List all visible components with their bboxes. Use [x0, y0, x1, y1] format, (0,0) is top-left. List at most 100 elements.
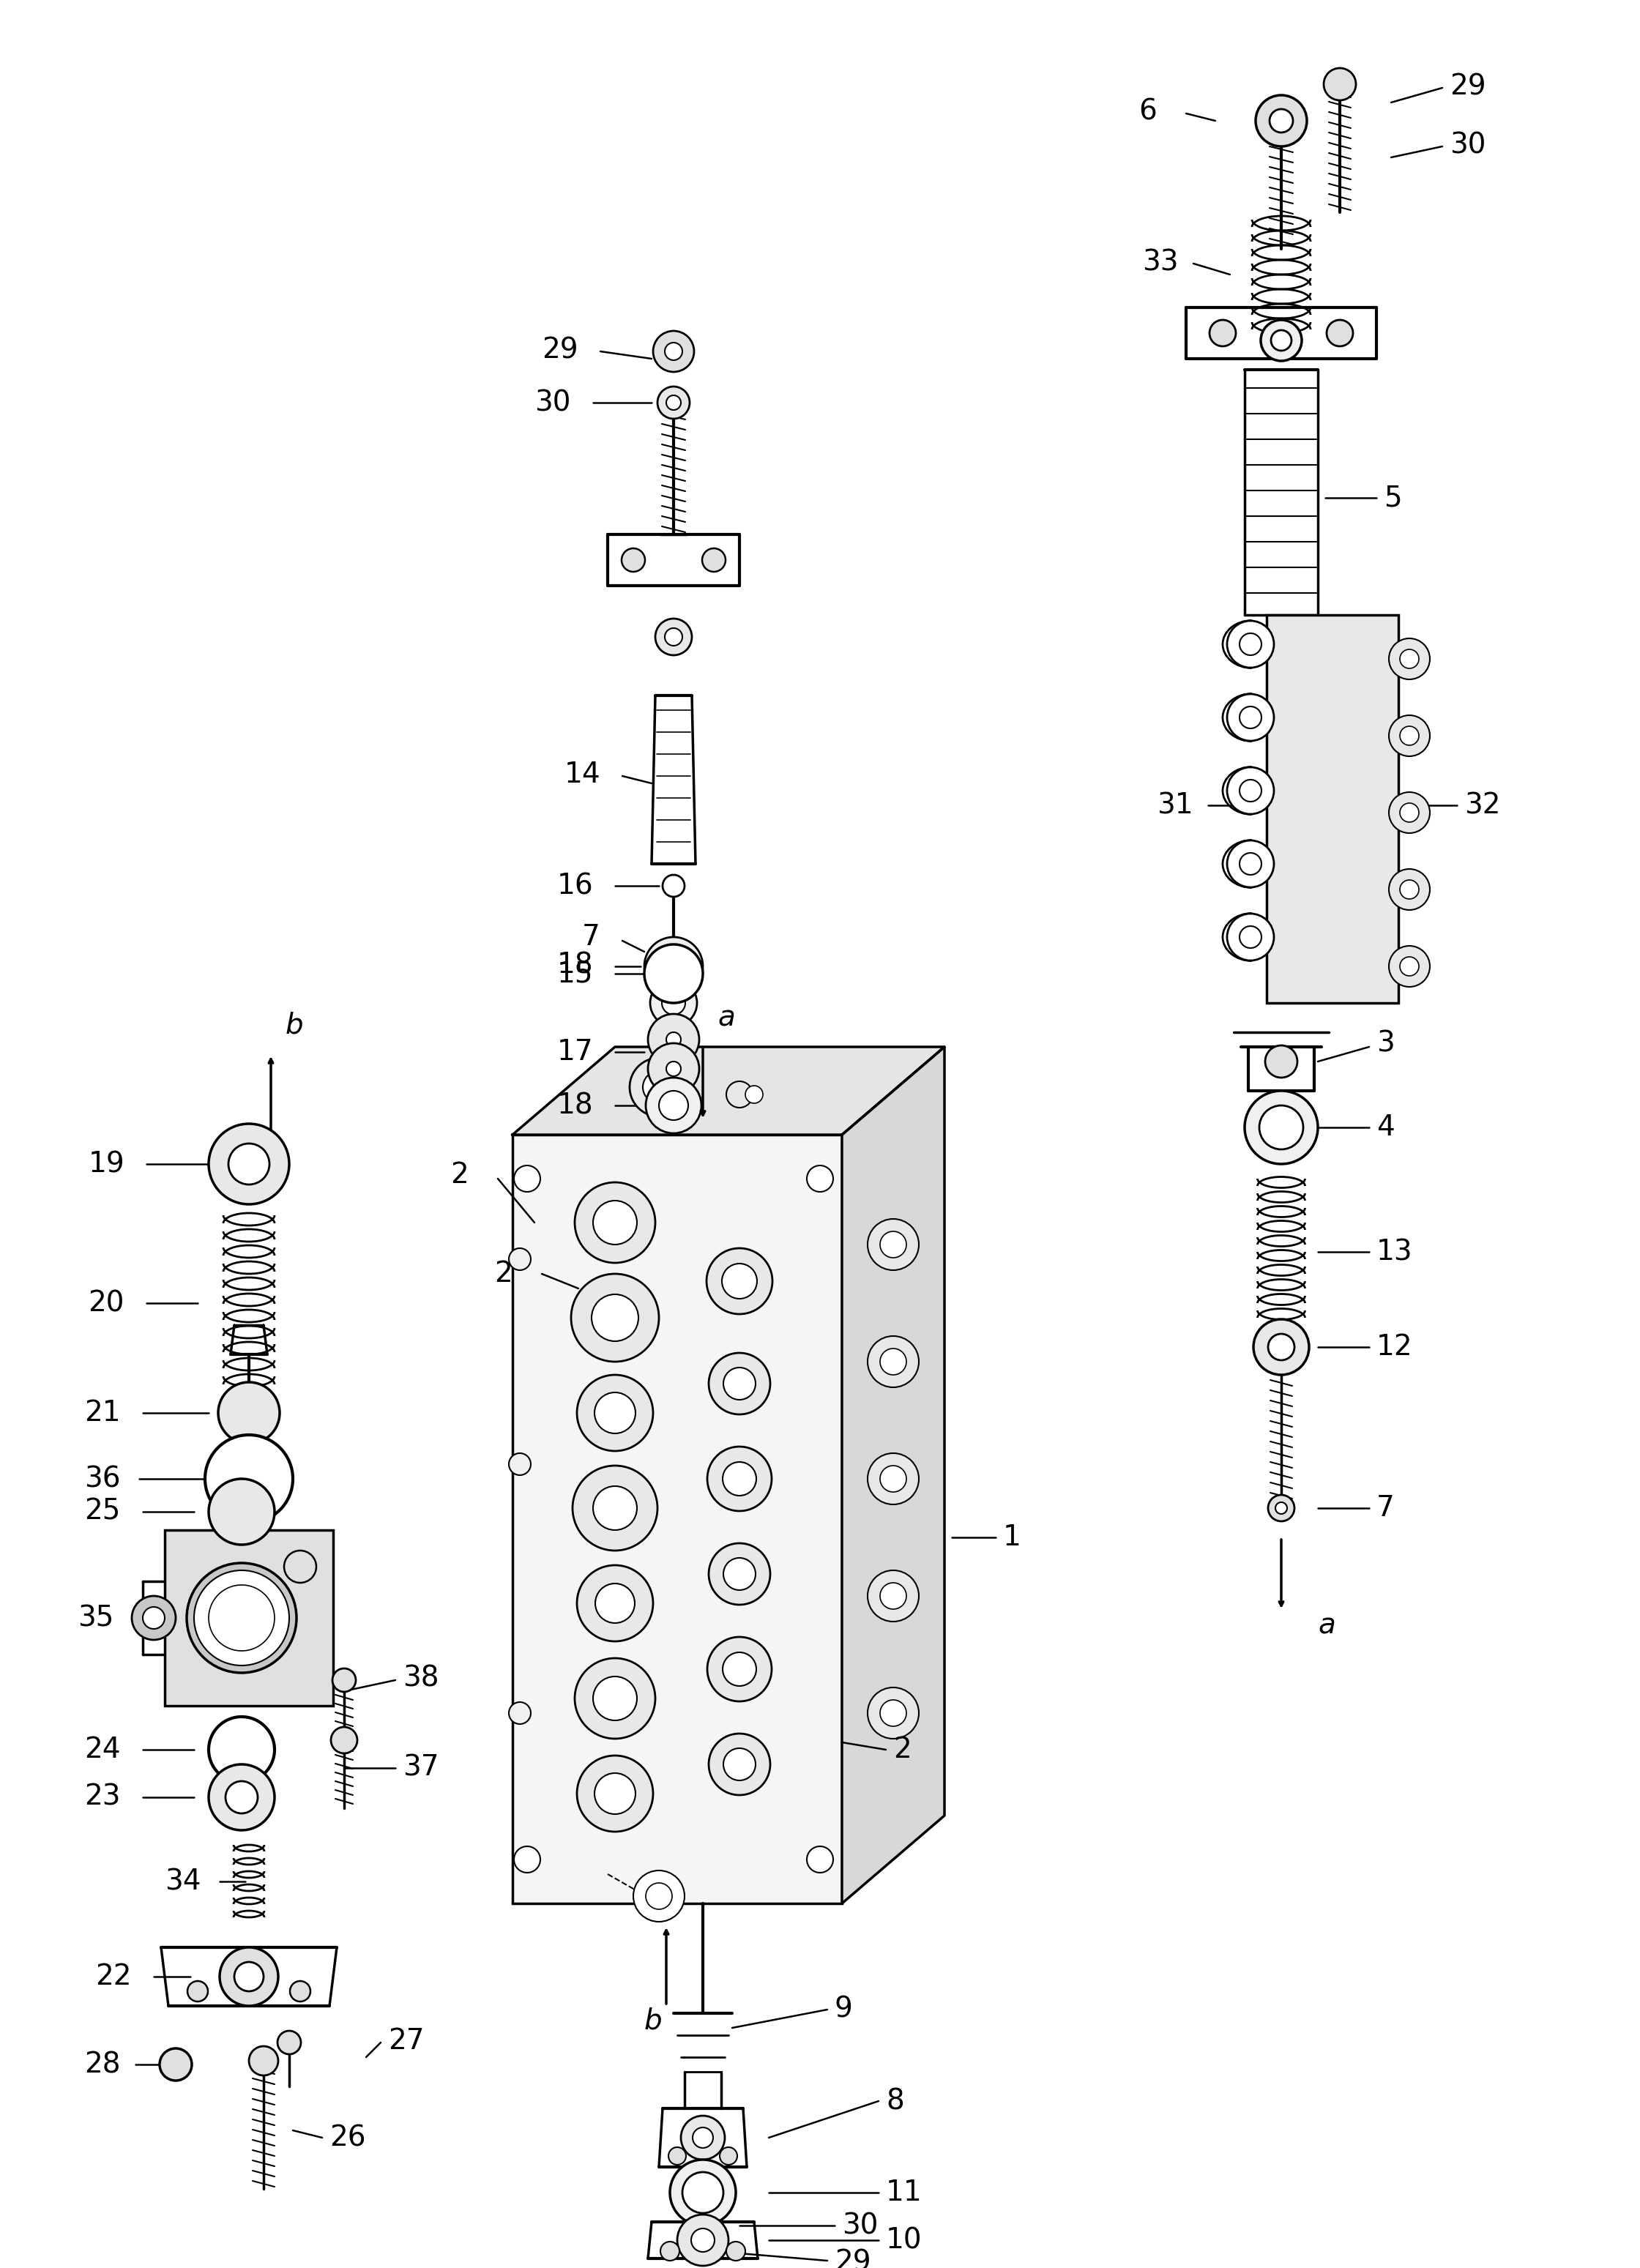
Circle shape	[1240, 780, 1261, 801]
Circle shape	[727, 2241, 745, 2261]
Circle shape	[228, 1143, 269, 1184]
Circle shape	[723, 1463, 756, 1495]
Circle shape	[664, 628, 682, 646]
Text: 17: 17	[556, 1039, 594, 1066]
Circle shape	[658, 386, 690, 420]
Circle shape	[143, 1608, 164, 1628]
Circle shape	[690, 2229, 715, 2252]
Text: 29: 29	[1450, 73, 1486, 100]
Text: a: a	[1319, 1610, 1335, 1640]
Circle shape	[594, 1774, 636, 1814]
Circle shape	[1253, 1320, 1309, 1374]
Text: 36: 36	[85, 1465, 121, 1492]
Circle shape	[1227, 914, 1274, 959]
Circle shape	[692, 2127, 713, 2148]
Circle shape	[187, 1980, 208, 2003]
Text: 2: 2	[494, 1261, 512, 1288]
Circle shape	[745, 1086, 763, 1102]
Bar	[164, 1531, 333, 1706]
Circle shape	[225, 1780, 257, 1814]
Circle shape	[1401, 649, 1419, 669]
Polygon shape	[512, 1048, 945, 1134]
Circle shape	[594, 1393, 636, 1433]
Circle shape	[646, 1882, 672, 1910]
Text: 18: 18	[556, 1091, 594, 1120]
Text: 24: 24	[85, 1735, 121, 1765]
Text: 35: 35	[77, 1603, 113, 1631]
Circle shape	[577, 1374, 653, 1452]
Circle shape	[1268, 1334, 1294, 1361]
Text: 29: 29	[835, 2248, 871, 2268]
Circle shape	[202, 1579, 282, 1658]
Circle shape	[574, 1658, 656, 1740]
Circle shape	[508, 1247, 531, 1270]
Circle shape	[664, 342, 682, 361]
Circle shape	[669, 2148, 686, 2164]
Circle shape	[1261, 320, 1302, 361]
Text: b: b	[285, 1012, 303, 1039]
Circle shape	[194, 1569, 289, 1665]
Text: 13: 13	[1376, 1238, 1412, 1266]
Circle shape	[645, 937, 704, 996]
Text: 29: 29	[543, 336, 579, 363]
Circle shape	[1389, 714, 1430, 755]
Circle shape	[723, 1558, 756, 1590]
Circle shape	[513, 1166, 540, 1193]
Circle shape	[881, 1583, 907, 1608]
Text: 20: 20	[89, 1288, 125, 1318]
Circle shape	[661, 2241, 679, 2261]
Circle shape	[1227, 841, 1274, 887]
Text: 34: 34	[166, 1867, 202, 1896]
Circle shape	[633, 1871, 684, 1921]
Circle shape	[868, 1454, 918, 1504]
Circle shape	[131, 1597, 175, 1640]
Circle shape	[1240, 925, 1261, 948]
Circle shape	[702, 549, 725, 572]
Circle shape	[187, 1563, 297, 1674]
Text: 14: 14	[564, 760, 600, 789]
Circle shape	[159, 2048, 192, 2080]
Text: 2: 2	[451, 1161, 469, 1188]
Circle shape	[622, 549, 645, 572]
Circle shape	[708, 1542, 771, 1606]
Circle shape	[508, 1454, 531, 1474]
Circle shape	[658, 950, 690, 982]
Circle shape	[1401, 803, 1419, 821]
Text: 19: 19	[89, 1150, 125, 1177]
Circle shape	[508, 1701, 531, 1724]
Circle shape	[577, 1755, 653, 1833]
Bar	[512, 1134, 841, 1903]
Circle shape	[720, 2148, 738, 2164]
Text: 25: 25	[85, 1497, 121, 1526]
Circle shape	[1269, 109, 1292, 132]
Polygon shape	[841, 1048, 945, 1903]
Circle shape	[868, 1687, 918, 1740]
Text: 16: 16	[556, 871, 594, 900]
Circle shape	[1401, 726, 1419, 746]
Circle shape	[1240, 633, 1261, 655]
Circle shape	[1240, 705, 1261, 728]
Circle shape	[666, 1032, 681, 1048]
Circle shape	[807, 1846, 833, 1873]
Circle shape	[577, 1565, 653, 1642]
Circle shape	[235, 1962, 264, 1991]
Circle shape	[645, 943, 704, 1002]
Circle shape	[205, 1436, 294, 1522]
Circle shape	[513, 1846, 540, 1873]
Circle shape	[1256, 95, 1307, 147]
Text: 30: 30	[535, 388, 571, 417]
Circle shape	[333, 1669, 356, 1692]
Circle shape	[592, 1295, 638, 1340]
Circle shape	[574, 1182, 656, 1263]
Circle shape	[881, 1465, 907, 1492]
Circle shape	[594, 1486, 636, 1531]
Text: 10: 10	[886, 2227, 922, 2254]
Text: 1: 1	[1004, 1524, 1022, 1551]
Circle shape	[208, 1717, 274, 1783]
Circle shape	[881, 1232, 907, 1259]
Circle shape	[218, 1381, 280, 1445]
Circle shape	[649, 980, 697, 1027]
Circle shape	[1240, 853, 1261, 875]
Circle shape	[220, 1948, 279, 2005]
Text: 11: 11	[886, 2180, 922, 2207]
